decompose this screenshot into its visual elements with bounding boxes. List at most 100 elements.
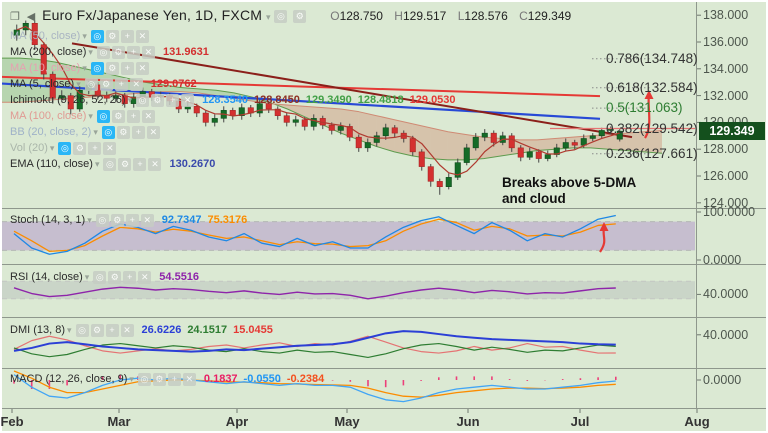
eye-icon[interactable]: ◎ [58,141,72,155]
add-icon[interactable]: + [166,93,180,107]
add-icon[interactable]: + [133,157,147,171]
indicator-label: MA (100, close) [10,110,87,122]
add-icon[interactable]: + [125,213,139,227]
price-tick-label: 136.000 [703,35,749,49]
eye-icon[interactable]: ◎ [96,45,110,59]
close-icon[interactable]: ✕ [148,157,162,171]
add-icon[interactable]: + [105,323,119,337]
eye-icon[interactable]: ◎ [137,372,151,386]
chevron-down-icon[interactable]: ▾ [84,272,90,282]
indicator-label: Stoch (14, 3, 1) [10,214,86,226]
pane-separator[interactable] [2,317,766,318]
gear-icon[interactable]: ⚙ [90,323,104,337]
close-icon[interactable]: ✕ [129,77,143,91]
fib-level-label[interactable]: 0.618(132.584) [606,79,698,95]
indicator-label: MACD (12, 26, close, 9) [10,373,128,385]
close-icon[interactable]: ✕ [138,270,152,284]
close-icon[interactable]: ✕ [135,29,149,43]
fib-level-label[interactable]: 0.382(129.542) [606,120,698,136]
chevron-down-icon[interactable]: ▾ [67,325,72,335]
close-icon[interactable]: ✕ [141,45,155,59]
add-icon[interactable]: + [88,141,102,155]
gear-icon[interactable]: ⚙ [111,109,125,123]
chevron-down-icon[interactable]: ▾ [49,143,55,153]
candlestick [337,126,344,131]
chevron-down-icon[interactable]: ▾ [129,374,134,384]
close-icon[interactable]: ✕ [140,213,154,227]
add-icon[interactable]: + [167,372,181,386]
gear-icon[interactable]: ⚙ [110,213,124,227]
close-icon[interactable]: ✕ [141,109,155,123]
close-icon[interactable]: ✕ [182,372,196,386]
close-icon[interactable]: ✕ [135,61,149,75]
pane-separator[interactable] [2,368,766,369]
candlestick [580,138,587,146]
add-icon[interactable]: + [126,109,140,123]
gear-icon[interactable]: ⚙ [105,29,119,43]
gear-icon[interactable]: ⚙ [108,270,122,284]
chevron-down-icon[interactable]: ▾ [88,47,93,57]
add-icon[interactable]: + [123,270,137,284]
fib-level-label[interactable]: 0.786(134.748) [606,50,698,66]
pane-separator[interactable] [2,264,766,265]
ichimoku-cloud [358,111,377,147]
chevron-down-icon[interactable]: ▾ [266,12,271,22]
eye-icon[interactable]: ◎ [90,29,104,43]
close-icon[interactable]: ✕ [103,141,117,155]
gear-icon[interactable]: ⚙ [105,61,119,75]
eye-icon[interactable]: ◎ [136,93,150,107]
chevron-down-icon[interactable]: ▾ [76,79,81,89]
legend-row: Ichimoku (9, 26, 52, 26) ▾ ◎ ⚙ + ✕ 128.3540 128… [10,93,456,107]
gear-icon[interactable]: ⚙ [73,141,87,155]
ichimoku-cloud [447,131,466,160]
close-icon[interactable]: ✕ [146,125,160,139]
eye-icon[interactable]: ◎ [103,157,117,171]
symbol-title[interactable]: Euro Fx/Japanese Yen, 1D, FXCM [42,7,263,23]
chevron-down-icon[interactable]: ▾ [127,95,133,105]
gear-icon[interactable]: ⚙ [152,372,166,386]
add-icon[interactable]: + [131,125,145,139]
collapse-panel-icon[interactable]: ◀ [26,10,36,23]
candlestick [310,118,317,127]
indicator-value: 129.3490 [305,94,352,106]
fib-level-label[interactable]: 0.5(131.063) [606,100,683,116]
eye-icon[interactable]: ◎ [95,213,109,227]
chevron-down-icon[interactable]: ▾ [94,159,100,169]
eye-icon[interactable]: ◎ [90,61,104,75]
eye-icon[interactable]: ◎ [93,270,107,284]
fib-level-label[interactable]: 0.236(127.661) [606,145,698,161]
indicator-value: 26.6226 [141,324,182,336]
gear-icon[interactable]: ⚙ [151,93,165,107]
legend-row: MA (50, close) ▾ ◎ ⚙ + ✕ [10,29,151,43]
eye-icon[interactable]: ◎ [84,77,98,91]
subpanel-legend-row: Stoch (14, 3, 1) ▾ ◎ ⚙ + ✕ 92.7347 75.3176 [10,213,247,227]
close-icon[interactable]: ✕ [181,93,195,107]
gear-icon[interactable]: ⚙ [111,45,125,59]
chevron-down-icon[interactable]: ▾ [93,127,98,137]
chevron-down-icon[interactable]: ▾ [87,215,92,225]
chevron-down-icon[interactable]: ▾ [82,63,87,73]
chevron-down-icon[interactable]: ▾ [88,111,93,121]
pane-separator[interactable] [2,208,766,209]
window-restore-icon[interactable]: ❐ [10,10,20,23]
add-icon[interactable]: + [120,29,134,43]
gear-icon[interactable]: ⚙ [99,77,113,91]
gear-icon[interactable]: ⚙ [116,125,130,139]
indicator-label: Ichimoku (9, 26, 52, 26) [10,94,126,106]
add-icon[interactable]: + [120,61,134,75]
chevron-down-icon[interactable]: ▾ [82,31,87,41]
gear-icon[interactable]: ⚙ [118,157,132,171]
gear-icon[interactable]: ⚙ [293,9,307,23]
eye-icon[interactable]: ◎ [101,125,115,139]
time-tick-label: Mar [107,414,131,429]
visibility-toggle-icon[interactable]: ◎ [274,9,288,23]
eye-icon[interactable]: ◎ [75,323,89,337]
close-icon[interactable]: ✕ [120,323,134,337]
eye-icon[interactable]: ◎ [96,109,110,123]
ichimoku-cloud [323,107,341,134]
indicator-label: DMI (13, 8) [10,324,66,336]
add-icon[interactable]: + [126,45,140,59]
indicator-value: 24.1517 [187,324,228,336]
add-icon[interactable]: + [114,77,128,91]
